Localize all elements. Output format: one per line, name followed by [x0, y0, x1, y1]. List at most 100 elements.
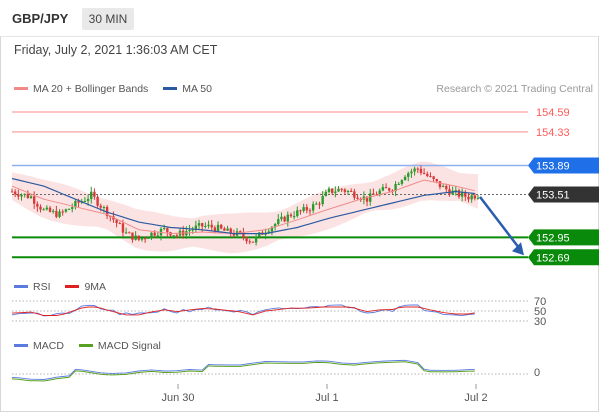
candle-body — [74, 201, 77, 208]
candle-body — [166, 228, 169, 233]
candle-body — [220, 224, 223, 229]
candle-body — [229, 228, 232, 234]
level-label-152.69: 152.69 — [536, 252, 570, 264]
candle-body — [324, 191, 328, 197]
candle-body — [210, 224, 213, 228]
candle-body — [134, 235, 137, 240]
candle-body — [143, 238, 147, 240]
symbol-title: GBP/JPY — [12, 11, 69, 26]
candle-body — [460, 192, 464, 197]
candle-body — [388, 188, 391, 191]
candle-body — [413, 168, 416, 172]
candle-body — [153, 232, 156, 236]
candle-body — [242, 232, 245, 238]
rsi-ref-label-30: 30 — [534, 316, 546, 328]
candle-body — [216, 224, 220, 231]
candle-body — [39, 206, 42, 210]
candle-body — [172, 235, 175, 237]
candle-body — [407, 173, 410, 177]
chart-frame — [0, 36, 599, 412]
candle-body — [213, 227, 217, 231]
candle-body — [280, 216, 283, 220]
candle-body — [248, 241, 251, 243]
level-box-153.89 — [528, 157, 599, 174]
candle-body — [102, 206, 106, 208]
candle-body — [121, 223, 125, 233]
candle-body — [365, 196, 369, 202]
legend-label-ma20: MA 20 + Bollinger Bands — [33, 83, 149, 95]
level-box-152.95 — [528, 229, 599, 246]
candle-body — [270, 227, 274, 232]
level-label-154.59: 154.59 — [536, 107, 570, 119]
candle-body — [419, 168, 423, 173]
candle-body — [435, 179, 438, 182]
candle-body — [254, 236, 258, 243]
candle-body — [267, 231, 270, 233]
candle-body — [454, 190, 458, 192]
timeframe-badge[interactable]: 30 MIN — [82, 8, 134, 30]
legend-macd: MACD MACD Signal — [14, 340, 173, 352]
candle-body — [327, 188, 331, 192]
candle-body — [115, 219, 118, 224]
candle-body — [343, 189, 347, 192]
candle-body — [64, 209, 68, 212]
candle-body — [124, 232, 128, 234]
candle-body — [197, 223, 201, 226]
candle-body — [277, 219, 280, 225]
x-tick-label-2: Jul 2 — [464, 392, 487, 404]
candle-body — [308, 210, 312, 212]
legend-label-macd: MACD — [33, 340, 64, 352]
candle-body — [353, 191, 356, 198]
candle-body — [96, 196, 99, 206]
candle-body — [52, 210, 55, 212]
candle-body — [239, 231, 242, 233]
legend-rsi: RSI 9MA — [14, 281, 118, 293]
legend-label-ma50: MA 50 — [182, 83, 212, 95]
candle-body — [384, 187, 388, 189]
candle-body — [29, 196, 33, 198]
candle-body — [140, 238, 144, 240]
candle-body — [378, 190, 381, 195]
candle-body — [299, 210, 302, 212]
candle-body — [42, 209, 45, 211]
candle-body — [441, 185, 445, 188]
header: GBP/JPY 30 MIN — [0, 0, 601, 36]
forecast-arrow-shaft — [479, 196, 521, 251]
candle-body — [273, 224, 277, 228]
candle-body — [45, 207, 49, 210]
candle-body — [416, 168, 419, 170]
candle-body — [305, 207, 309, 211]
candle-body — [289, 214, 293, 217]
candle-body — [422, 172, 426, 174]
candle-body — [286, 214, 289, 222]
candle-body — [156, 235, 160, 237]
candle-body — [55, 210, 58, 217]
candle-body — [83, 201, 87, 203]
macd-line — [11, 359, 475, 380]
ma50-line — [11, 177, 475, 235]
legend-main: MA 20 + Bollinger Bands MA 50 — [14, 83, 224, 95]
ma20-line — [11, 179, 475, 235]
candle-body — [137, 235, 141, 240]
candle-body — [302, 207, 305, 211]
candle-body — [191, 229, 194, 231]
level-label-152.95: 152.95 — [536, 232, 570, 244]
candle-body — [26, 193, 30, 198]
level-label-154.33: 154.33 — [536, 127, 570, 139]
candle-body — [258, 232, 261, 237]
candle-body — [67, 208, 71, 210]
candle-body — [36, 203, 39, 207]
level-label-153.89: 153.89 — [536, 160, 570, 172]
candle-body — [77, 201, 80, 203]
candle-body — [162, 228, 166, 230]
macd-signal-line — [11, 361, 475, 382]
candle-body — [473, 195, 477, 199]
rsi-9ma-line — [11, 306, 475, 316]
candle-body — [226, 228, 229, 231]
candle-body — [131, 232, 134, 240]
x-tick-label-1: Jul 1 — [315, 392, 338, 404]
bollinger-band-fill — [12, 161, 478, 254]
candle-body — [223, 228, 226, 231]
candle-body — [426, 173, 429, 177]
